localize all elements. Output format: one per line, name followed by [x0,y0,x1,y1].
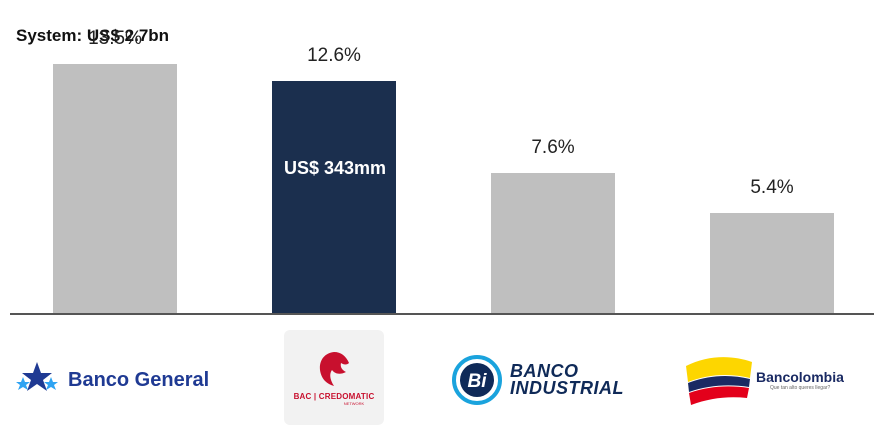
star-cluster-icon [16,362,58,391]
logo-bac-credomatic: BAC | CREDOMATIC NETWORK [284,330,384,425]
bar-1 [53,64,177,313]
logo-bi-line1: BANCO [510,361,579,381]
data-label-3: 7.6% [531,136,575,158]
bi-circle-icon: Bi [452,355,502,405]
logo-bac-text: BAC | CREDOMATIC [293,391,375,401]
bar-3 [491,172,615,313]
logo-bancolombia-tagline: Que tan alto queres llegar? [770,385,831,391]
logo-banco-industrial: Bi BANCO INDUSTRIAL [452,350,624,410]
logo-banco-general: Banco General [14,352,209,408]
x-axis-line [10,313,874,315]
data-label-2: 12.6% [307,44,361,66]
logo-bac-subtext: NETWORK [343,400,365,406]
logo-banco-general-text: Banco General [68,368,210,391]
lion-head-icon [319,351,349,386]
chart-subtitle: System: US$ 2.7bn [16,26,170,45]
data-label-4: 5.4% [750,177,794,199]
logo-bancolombia: Bancolombia Que tan alto queres llegar? [684,350,844,410]
logo-banco-industrial-text: BANCO INDUSTRIAL [510,361,624,398]
bar-2 [272,80,396,313]
svg-text:Bi: Bi [468,371,488,392]
bar-4 [710,213,834,313]
logo-bi-line2: INDUSTRIAL [510,378,624,398]
bar-annotation: US$ 343mm [283,157,387,178]
data-label-1: 13.5% [88,28,142,50]
tricolor-swoosh-icon [686,357,752,405]
logo-bancolombia-text: Bancolombia [756,369,844,385]
